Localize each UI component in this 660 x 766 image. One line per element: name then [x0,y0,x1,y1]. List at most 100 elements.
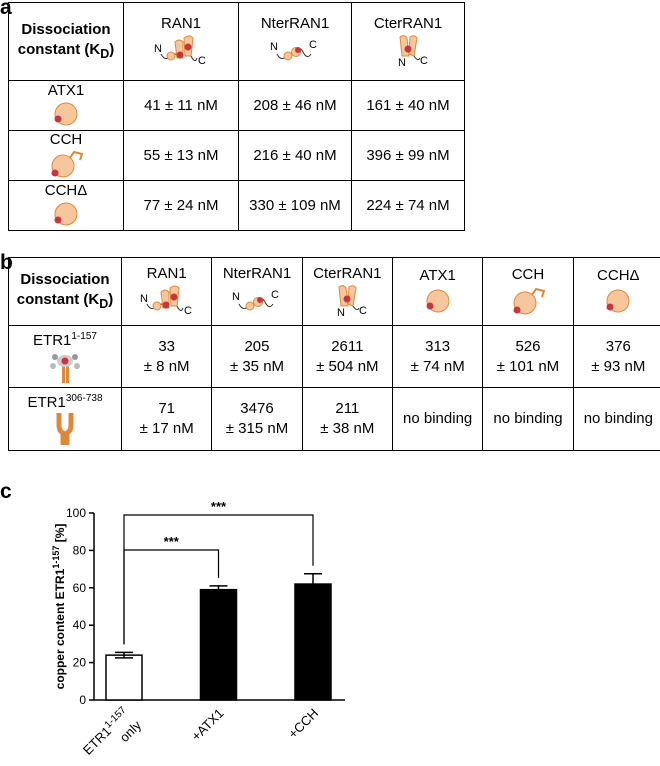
value-cell: 41 ± 11 nM [123,80,239,131]
value-cell: 330 ± 109 nM [238,180,352,231]
value-cell: 211 ± 38 nM [301,387,393,451]
row-name: ETR1306-738 [9,393,121,411]
panel-label: c [0,480,12,503]
cell-text: ± 101 nM [496,357,560,375]
cell-text: 77 ± 24 nM [143,197,219,214]
bar [105,654,143,701]
value-cell: 2611 ± 504 nM [301,325,393,388]
icon-wrap [574,286,660,316]
y-axis-label-superscript: 1-157 [51,546,61,569]
terminus-label: C [309,39,317,51]
y-tick-label: 20 [73,656,87,670]
cell-text: ± 504 nM [316,357,379,375]
cell-text: 313 [425,337,451,355]
row-header: ATX1 [8,80,124,131]
row-name-text: ETR1 [33,331,72,349]
value-cell: no binding [572,387,660,451]
y-tick-label: 60 [73,581,87,595]
terminus-label: N [154,43,162,55]
icon-wrap [9,411,121,445]
icon-wrap [9,99,123,129]
y-axis-label: copper content ETR11-157 [%] [51,524,67,690]
cell-text: no binding [493,410,563,427]
cell-text: 526 [515,337,541,355]
terminus-label: N [232,291,240,303]
cell-text: ± 93 nM [591,357,646,375]
terminus-label: N [140,293,148,305]
icon-wrap [483,285,572,317]
y-axis-label-text: [%] [53,524,67,546]
row-name: ETR11-157 [9,331,121,349]
row-name-text: ETR1 [27,394,66,411]
cell-text: 376 [605,337,631,355]
cell-text: 33 [158,337,175,355]
value-cell: 33 ± 8 nM [120,325,213,388]
value-cell: 205 ± 35 nM [211,325,303,388]
y-tick-label: 0 [79,693,86,707]
icon-etr1-306-738 [56,413,74,445]
column-name: CCH [511,266,545,283]
icon-cch [51,150,84,178]
icon-wrap [393,286,482,316]
value-cell: 376 ± 93 nM [572,325,660,388]
x-tick-label: only [117,717,145,745]
icon-etr1-157 [50,353,80,383]
corner-text: ) [108,290,114,308]
icon-wrap [9,349,121,383]
row-name-superscript: 1-157 [71,330,97,342]
y-tick-label: 100 [66,506,86,520]
icon-cch [513,287,546,315]
terminus-label: N [270,41,278,53]
chart: 0 20 40 60 80 100 copper content ETR11-157 [%]… [51,499,345,758]
column-header: CCH [482,257,574,326]
data-row: ETR1306-738 71 ± 17 nM 3476 ± 315 nM 211 ± 38… [8,387,660,451]
cell-text: ± 74 nM [410,357,465,375]
x-tick-label: +ATX1 [188,706,226,744]
cell-text: 211 [335,400,360,417]
cell-text: ± 8 nM [143,357,190,375]
value-cell: no binding [482,387,574,451]
cell-text: ± 315 nM [225,420,289,437]
row-header: ETR1306-738 [8,387,122,451]
value-cell: 224 ± 74 nM [351,180,465,231]
data-row: ATX1 41 ± 11 nM 208 ± 46 nM 161 ± 40 nM [8,80,465,131]
value-cell: 526 ± 101 nM [482,325,574,388]
corner-cell: Dissociation constant (KD) [8,2,124,81]
terminus-label: C [198,55,206,67]
significance-bracket [123,514,314,645]
table-a: Dissociation constant (KD) RAN1 N C NterRAN1… [8,2,465,231]
row-name: CCH [9,131,123,148]
terminus-label: C [271,289,279,301]
y-tick-label: 40 [73,618,87,632]
column-name: ATX1 [419,267,456,284]
terminus-label: C [359,305,367,317]
cell-text: 330 ± 109 nM [249,197,341,214]
corner-subscript: D [99,296,109,311]
cell-text: ± 35 nM [229,357,285,375]
cell-text: no binding [583,410,653,427]
terminus-label: C [184,305,192,317]
row-name: ATX1 [9,82,123,99]
cell-text: 205 [244,337,270,355]
column-name: RAN1 [160,15,201,32]
corner-text: constant (K [17,40,101,58]
cell-text: 216 ± 40 nM [253,147,337,164]
terminus-label: N [398,57,406,68]
terminus-label: C [420,55,428,67]
cell-text: 3476 [240,400,274,417]
data-row: CCH 55 ± 13 nM 216 ± 40 nM 396 ± 99 nM [8,130,465,181]
cell-text: 396 ± 99 nM [366,147,450,164]
cell-text: 71 [158,400,175,417]
column-name: CterRAN1 [313,265,382,282]
value-cell: 71 ± 17 nM [120,387,213,451]
